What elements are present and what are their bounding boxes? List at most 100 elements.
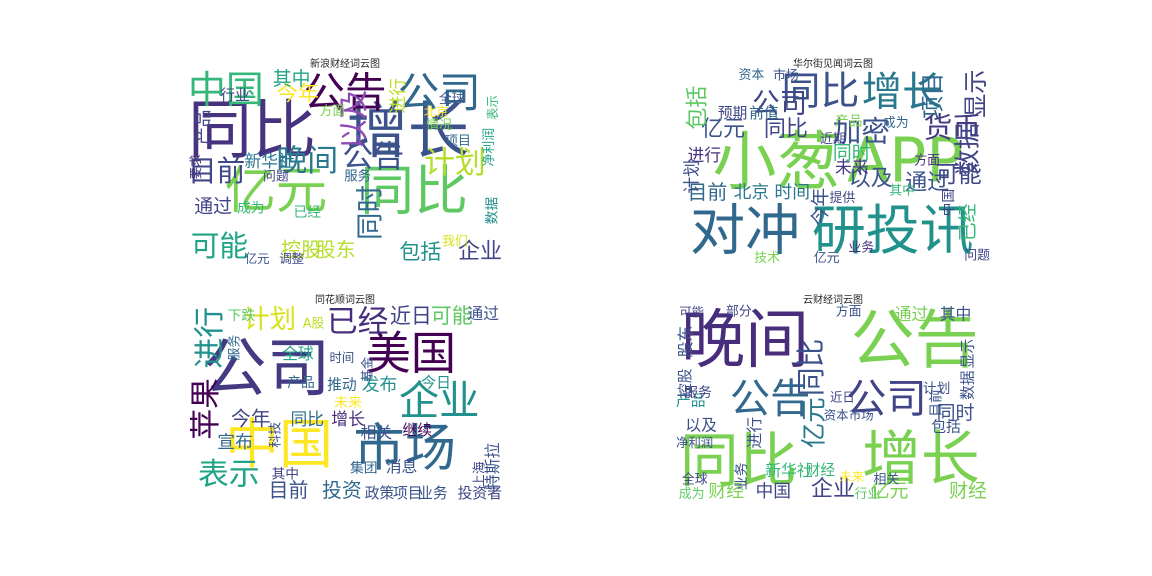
word-3-22: 发布 [362, 375, 398, 396]
wordcloud-panel-3: 公司 中国 市场 美国 企业 苹果 进行 表示 已经 计划 近日 可能 今年 宣布 目前 投资 政策 项目 业务 投资… [188, 304, 502, 502]
word-2-31: 资本 [739, 68, 765, 83]
word-4-35: 部分 [726, 304, 752, 319]
panel-title-4: 云财经词云图 [803, 295, 863, 306]
word-4-21: 显示 [960, 339, 977, 369]
panel-title-2: 华尔街见闻词云图 [793, 59, 873, 70]
word-2-6: 公司 [752, 88, 807, 120]
word-1-22: 新华社 [244, 151, 295, 171]
word-1-15: 包括 [399, 240, 441, 264]
word-4-8: 企业 [811, 477, 855, 502]
word-4-7: 亿元 [800, 397, 829, 448]
word-4-17: 以及 [685, 415, 717, 434]
word-1-18: 今年 [277, 82, 319, 106]
word-2-14: 包括 [686, 86, 711, 130]
word-4-32: 全球 [682, 472, 708, 488]
word-4-24: 财经 [806, 462, 836, 479]
word-2-36: 技术 [754, 251, 780, 266]
panel-title-3: 同花顺词云图 [315, 295, 375, 306]
word-1-7: 晚间 [276, 143, 338, 179]
word-2-19: 目前 [688, 181, 728, 204]
word-2-38: 方面 [914, 153, 940, 169]
word-3-5: 苹果 [188, 378, 224, 440]
word-3-14: 目前 [269, 479, 309, 502]
word-1-2: 同比 [360, 159, 468, 222]
word-3-18: 业务 [418, 485, 448, 502]
wordcloud-panel-2: 小葱 APP 对冲 研投讯 增长 同比 公司 加密 货币 数据 显示 项目 亿元 同比 包括 以及 通过 可能 同时… [676, 68, 990, 266]
word-2-33: 近期 [820, 132, 846, 147]
word-2-18: 同时 [833, 142, 871, 164]
word-2-11: 项目 [921, 73, 947, 119]
word-2-8: 货币 [924, 110, 981, 144]
word-4-20: 控股 [677, 368, 694, 398]
word-1-14: 企业 [458, 240, 502, 265]
word-3-40: 时间 [330, 350, 355, 365]
word-1-32: 问题 [263, 169, 289, 184]
word-3-24: 推动 [327, 377, 357, 394]
word-2-25: 进行 [688, 145, 722, 165]
word-4-38: 市场 [849, 407, 874, 422]
word-4-27: 目前 [928, 389, 945, 417]
word-3-35: 服务 [227, 335, 243, 361]
word-4-28: 服务 [684, 385, 712, 401]
word-2-17: 可能 [936, 162, 982, 188]
word-3-0: 公司 [203, 332, 331, 406]
word-1-11: 目前 [188, 154, 245, 188]
word-2-7: 加密 [833, 114, 890, 148]
word-4-36: 未来 [839, 469, 864, 484]
word-2-12: 亿元 [701, 117, 745, 142]
word-1-35: 情况 [426, 118, 452, 133]
word-2-15: 以及 [849, 166, 893, 191]
word-2-24: 已经 [957, 203, 979, 241]
word-4-12: 财经 [708, 481, 744, 502]
word-4-6: 同比 [794, 339, 828, 396]
word-4-1: 公告 [851, 304, 979, 378]
word-4-0: 晚间 [681, 304, 809, 378]
word-2-26: 计划 [682, 160, 702, 194]
word-2-5: 同比 [781, 69, 859, 114]
word-4-33: 行业 [855, 487, 881, 502]
word-3-13: 宣布 [217, 432, 253, 453]
word-1-10: 以及 [337, 90, 372, 150]
word-1-27: 服务 [344, 168, 371, 184]
word-3-1: 中国 [225, 413, 333, 476]
word-2-4: 增长 [862, 68, 943, 115]
word-3-3: 美国 [366, 327, 456, 380]
word-3-30: 特斯拉 [483, 443, 502, 491]
word-2-41: 问题 [964, 249, 990, 264]
word-4-5: 公司 [846, 376, 927, 423]
word-3-8: 已经 [327, 304, 389, 340]
word-4-10: 亿元 [871, 480, 909, 502]
word-4-39: 可能 [679, 304, 704, 319]
word-4-4: 公告 [730, 376, 811, 423]
word-4-25: 包括 [931, 418, 961, 435]
word-3-36: A股 [303, 316, 325, 331]
word-2-20: 北京 [734, 182, 770, 203]
word-4-34: 方面 [836, 304, 862, 320]
word-3-17: 项目 [393, 485, 423, 502]
word-4-9: 同时 [937, 402, 975, 424]
word-4-14: 通过 [895, 304, 929, 324]
word-1-29: 净利润 [482, 128, 497, 167]
word-4-37: 资本 [824, 407, 849, 422]
word-4-26: 计划 [923, 381, 951, 397]
word-3-9: 计划 [243, 304, 296, 335]
word-1-40: 要求 [188, 155, 203, 180]
word-1-39: 北京 [424, 104, 449, 119]
word-3-28: 继续 [402, 422, 432, 439]
word-1-37: 调整 [279, 251, 304, 266]
word-3-26: 消息 [386, 457, 418, 476]
word-1-1: 增长 [346, 96, 469, 167]
word-3-33: 产品 [287, 375, 315, 391]
word-1-20: 进行 [388, 78, 409, 114]
word-3-34: 下跌 [228, 308, 256, 324]
word-1-28: 数据 [485, 197, 501, 225]
word-2-9: 数据 [953, 123, 984, 176]
word-2-10: 显示 [962, 70, 990, 118]
word-4-11: 财经 [949, 480, 987, 502]
word-3-6: 进行 [192, 307, 228, 369]
word-3-15: 投资 [322, 479, 362, 502]
word-4-13: 中国 [756, 481, 792, 502]
